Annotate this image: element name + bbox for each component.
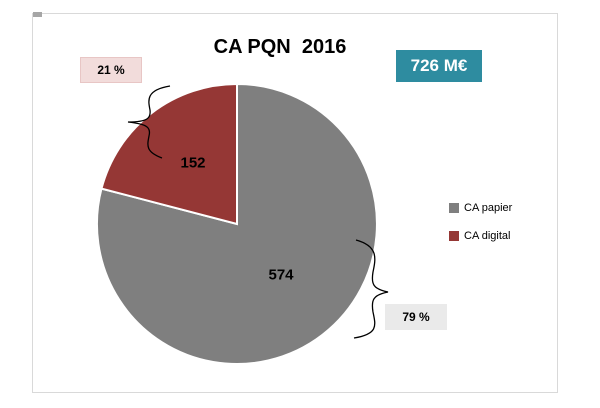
legend-label-papier: CA papier <box>464 202 513 214</box>
legend: CA papier CA digital <box>449 202 512 242</box>
chart-title: CA PQN 2016 <box>213 36 347 58</box>
legend-item-digital: CA digital <box>449 230 512 242</box>
percent-label-digital: 21 % <box>80 57 142 83</box>
value-label-digital: 152 <box>180 154 206 172</box>
legend-swatch-digital-rect <box>449 231 459 241</box>
value-label-papier: 574 <box>268 266 294 284</box>
legend-swatch-papier <box>449 203 459 213</box>
pie-slice-digital <box>100 82 238 226</box>
callout-brace-papier <box>353 239 389 339</box>
legend-label-digital: CA digital <box>464 230 511 242</box>
callout-brace-digital <box>127 85 171 159</box>
legend-swatch-digital <box>449 231 459 241</box>
total-badge: 726 M€ <box>396 50 482 82</box>
legend-swatch-papier-rect <box>449 203 459 213</box>
percent-label-papier: 79 % <box>385 304 447 330</box>
legend-item-papier: CA papier <box>449 202 512 214</box>
chart-corner-mark <box>33 12 42 17</box>
